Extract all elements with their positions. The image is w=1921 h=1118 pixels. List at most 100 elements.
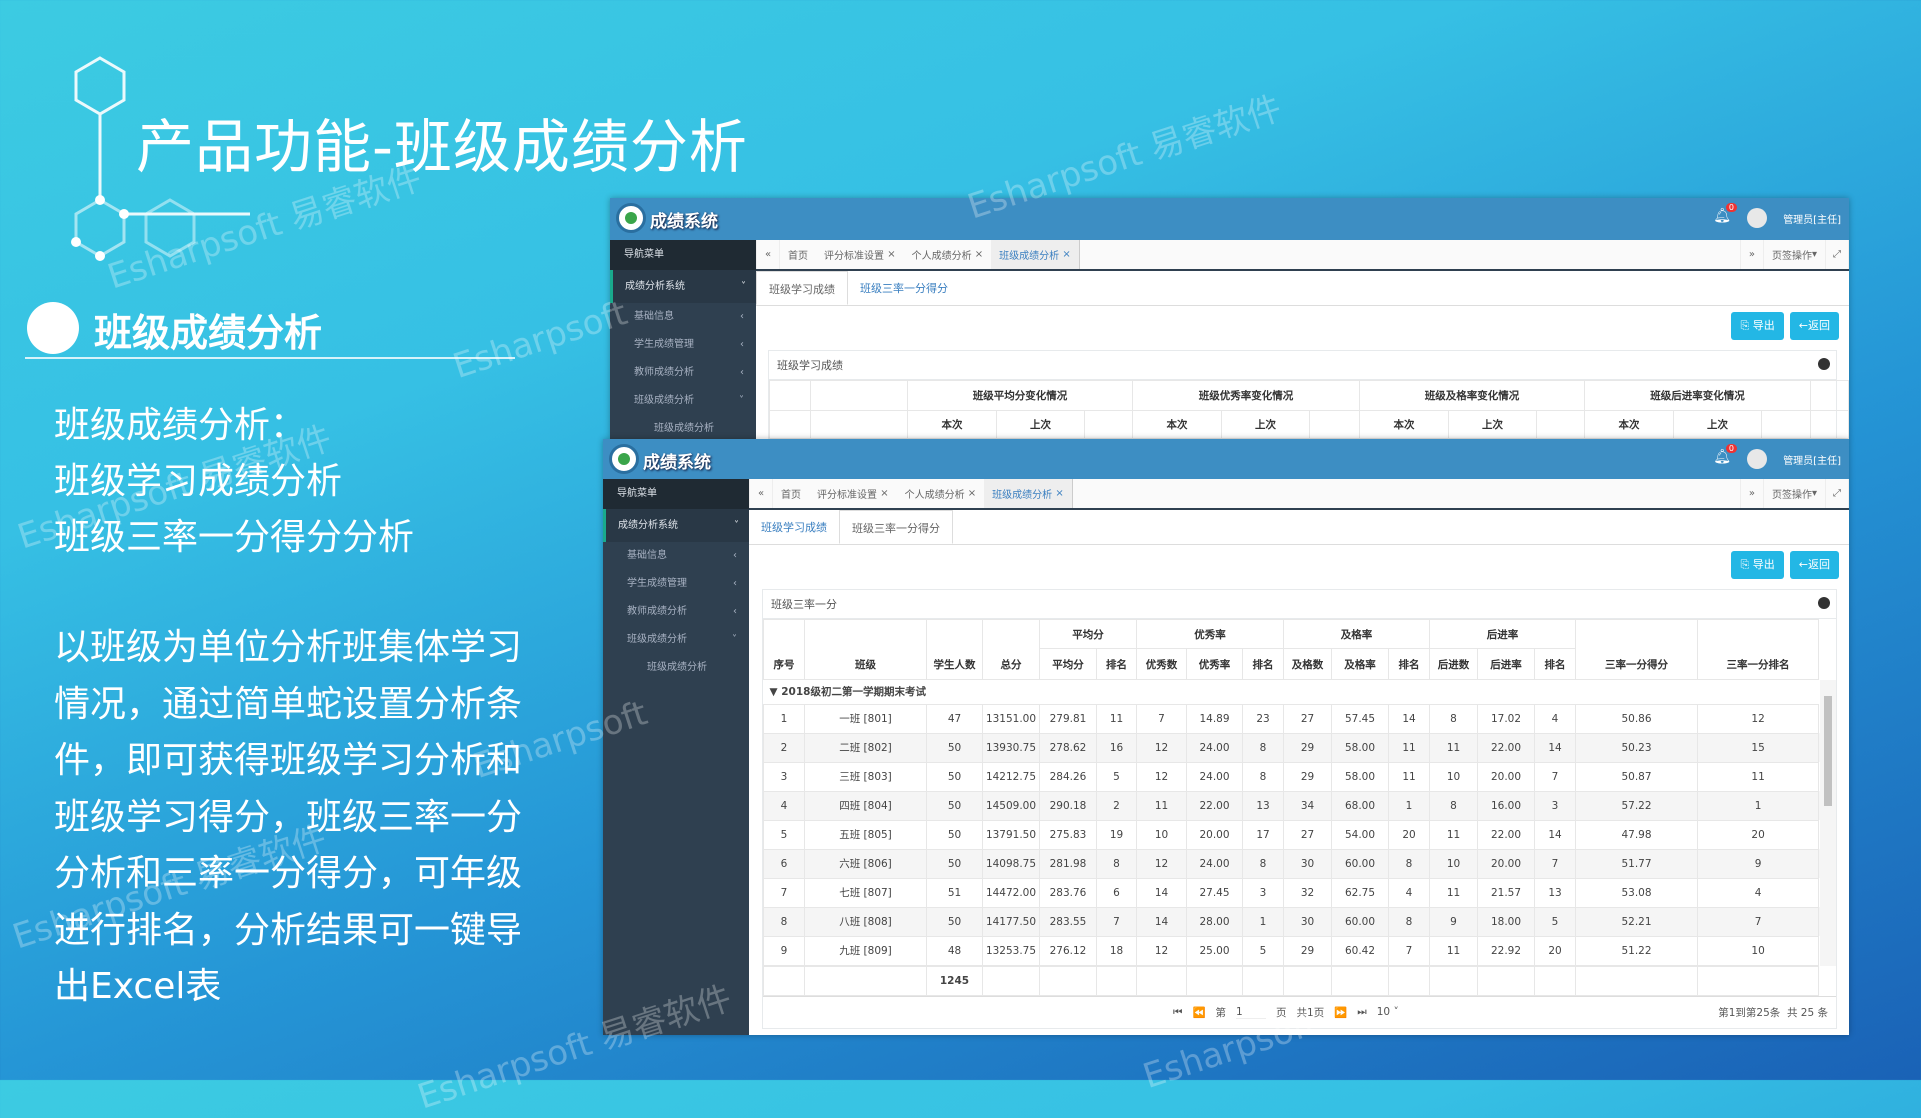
- app-header: 成绩系统 🔔︎ 0 管理员[主任]: [610, 198, 1849, 240]
- sidebar-item-system[interactable]: 成绩分析系统 ˅: [610, 270, 756, 303]
- cell-3: 14212.75: [982, 761, 1040, 792]
- next-page-icon[interactable]: ⏩: [1334, 1006, 1348, 1019]
- back-button[interactable]: ←返回: [1789, 312, 1839, 340]
- cell-1: 八班 [808]: [804, 906, 927, 937]
- sidebar-item[interactable]: 基础信息 ‹: [603, 542, 749, 570]
- table-body-scroll[interactable]: ▼ 2018级初二第一学期期末考试 1 一班 [801] 47 13151.00 279…: [763, 680, 1836, 966]
- tab-class-analysis[interactable]: 班级成绩分析 ×: [984, 479, 1073, 508]
- cell-13: 20.00: [1477, 761, 1535, 792]
- back-button[interactable]: ←返回: [1789, 551, 1839, 579]
- bell-icon[interactable]: 🔔︎: [1713, 208, 1731, 224]
- table-row[interactable]: 8 八班 [808] 50 14177.50 283.55 7 14 28.00 1 30 60.0…: [763, 906, 1835, 937]
- sidebar-item[interactable]: 学生成绩管理 ‹: [603, 570, 749, 598]
- subtab-learning[interactable]: 班级学习成绩: [756, 271, 848, 305]
- sidebar-item[interactable]: 教师成绩分析 ‹: [603, 598, 749, 626]
- user-name[interactable]: 管理员[主任]: [1783, 215, 1841, 226]
- cell-3: 13151.00: [982, 703, 1040, 734]
- tab-personal-analysis[interactable]: 个人成绩分析 ×: [897, 479, 985, 508]
- table-row[interactable]: 5 五班 [805] 50 13791.50 275.83 19 10 20.00 17 27 54…: [763, 819, 1835, 850]
- first-page-icon[interactable]: ⏮: [1173, 1005, 1183, 1018]
- fullscreen-icon[interactable]: ⤢: [1825, 479, 1849, 508]
- table-row[interactable]: 4 四班 [804] 50 14509.00 290.18 2 11 22.00 13 34 68.…: [763, 790, 1835, 821]
- user-name[interactable]: 管理员[主任]: [1783, 456, 1841, 467]
- sidebar-item[interactable]: 教师成绩分析 ‹: [610, 359, 756, 387]
- scroll-left-icon[interactable]: «: [756, 240, 780, 269]
- bell-icon[interactable]: 🔔︎: [1713, 449, 1731, 465]
- tab-score-standard[interactable]: 评分标准设置 ×: [809, 479, 897, 508]
- avatar[interactable]: [1747, 208, 1767, 228]
- subtab-learning[interactable]: 班级学习成绩: [761, 521, 827, 534]
- prev-page-icon[interactable]: ⏪: [1192, 1006, 1206, 1019]
- scroll-right-icon[interactable]: »: [1739, 479, 1764, 508]
- cell-2: 50: [926, 848, 983, 879]
- tab-score-standard[interactable]: 评分标准设置 ×: [816, 240, 904, 269]
- scrollbar[interactable]: [1820, 680, 1836, 966]
- cell-16: 11: [1696, 761, 1820, 792]
- close-icon[interactable]: ×: [1062, 249, 1071, 260]
- sidebar-item-system[interactable]: 成绩分析系统 ˅: [603, 509, 749, 542]
- sidebar-item[interactable]: 班级成绩分析 ˅: [603, 626, 749, 654]
- last-page-icon[interactable]: ⏭: [1357, 1005, 1367, 1018]
- cell-1: 二班 [802]: [804, 732, 927, 763]
- value: 10: [1376, 1006, 1391, 1018]
- logo-icon: [609, 444, 639, 474]
- close-icon[interactable]: ×: [880, 488, 889, 499]
- sidebar: 导航菜单 成绩分析系统 ˅ 基础信息 ‹ 学生成绩管理 ‹ 教师成绩分析 ‹ 班级成绩分…: [603, 479, 749, 1035]
- cell-0: 4: [763, 790, 805, 821]
- export-button[interactable]: ⎘ 导出: [1731, 312, 1784, 340]
- cell-11: 1: [1388, 790, 1430, 821]
- gear-icon[interactable]: [1818, 358, 1830, 370]
- front-window: 成绩系统 🔔︎ 0 管理员[主任] 导航菜单 成绩分析系统 ˅ 基础信息 ‹ 学生成…: [603, 439, 1849, 1035]
- table-row[interactable]: 9 九班 [809] 48 13253.75 276.12 18 12 25.00 5 29 60.…: [763, 935, 1835, 966]
- cell-16: 10: [1696, 935, 1820, 966]
- tab-operations-dropdown[interactable]: 页签操作 ▾: [1771, 488, 1817, 501]
- sidebar-item[interactable]: 基础信息 ‹: [610, 303, 756, 331]
- page-size-select[interactable]: 10 ˅: [1376, 1006, 1399, 1018]
- exam-group-row[interactable]: ▼ 2018级初二第一学期期末考试: [764, 680, 1819, 704]
- sidebar-subitem[interactable]: 班级成绩分析: [647, 662, 707, 673]
- avatar[interactable]: [1747, 449, 1767, 469]
- cell-4: 283.76: [1039, 877, 1097, 908]
- table-row[interactable]: 1 一班 [801] 47 13151.00 279.81 11 7 14.89 23 27 57.…: [763, 703, 1835, 734]
- cell-10: 54.00: [1331, 819, 1389, 850]
- gear-icon[interactable]: [1818, 597, 1830, 609]
- cell-8: 8: [1242, 732, 1284, 763]
- table-row[interactable]: 2 二班 [802] 50 13930.75 278.62 16 12 24.00 8 29 58.…: [763, 732, 1835, 763]
- subtab-three-rates[interactable]: 班级三率一分得分: [839, 510, 953, 544]
- close-icon[interactable]: ×: [887, 249, 896, 260]
- three-rates-table: 序号 班级 学生人数 总分 平均分 优秀率 及格率 后进率 三率一分得分 三率一…: [763, 619, 1835, 680]
- label: 返回: [1808, 558, 1830, 571]
- label: 导出: [1752, 319, 1775, 332]
- tab-class-analysis[interactable]: 班级成绩分析 ×: [991, 240, 1080, 269]
- chevron-left-icon: ‹: [733, 578, 737, 589]
- page-input[interactable]: 1: [1236, 1006, 1267, 1019]
- cell-6: 12: [1136, 848, 1187, 879]
- table-row[interactable]: 7 七班 [807] 51 14472.00 283.76 6 14 27.45 3 32 62.7…: [763, 877, 1835, 908]
- scroll-right-icon[interactable]: »: [1739, 240, 1764, 269]
- export-button[interactable]: ⎘ 导出: [1731, 551, 1784, 579]
- cell-0: 1: [763, 703, 805, 734]
- total-cell: [1242, 965, 1284, 996]
- cell-8: 13: [1242, 790, 1284, 821]
- subtab-three-rates[interactable]: 班级三率一分得分: [860, 282, 948, 295]
- sidebar-subitem[interactable]: 班级成绩分析: [654, 423, 714, 434]
- tab-personal-analysis[interactable]: 个人成绩分析 ×: [904, 240, 992, 269]
- label: 页签操作: [1771, 490, 1812, 501]
- cell-0: 5: [763, 819, 805, 850]
- table-row[interactable]: 6 六班 [806] 50 14098.75 281.98 8 12 24.00 8 30 60.0…: [763, 848, 1835, 879]
- scroll-left-icon[interactable]: «: [749, 479, 773, 508]
- table-row[interactable]: 3 三班 [803] 50 14212.75 284.26 5 12 24.00 8 29 58.0…: [763, 761, 1835, 792]
- col-header: 优秀率: [1186, 648, 1243, 680]
- tab-home[interactable]: 首页: [781, 490, 801, 501]
- chevron-down-icon: ˅: [732, 634, 737, 645]
- tab-home[interactable]: 首页: [788, 251, 808, 262]
- tab-operations-dropdown[interactable]: 页签操作 ▾: [1771, 249, 1817, 262]
- col-header: 及格率: [1331, 648, 1390, 680]
- close-icon[interactable]: ×: [974, 249, 984, 260]
- chevron-left-icon: ‹: [733, 606, 737, 617]
- close-icon[interactable]: ×: [1055, 488, 1064, 499]
- close-icon[interactable]: ×: [967, 488, 977, 499]
- fullscreen-icon[interactable]: ⤢: [1825, 240, 1849, 269]
- sidebar-item[interactable]: 学生成绩管理 ‹: [610, 331, 756, 359]
- sidebar-item[interactable]: 班级成绩分析 ˅: [610, 387, 756, 415]
